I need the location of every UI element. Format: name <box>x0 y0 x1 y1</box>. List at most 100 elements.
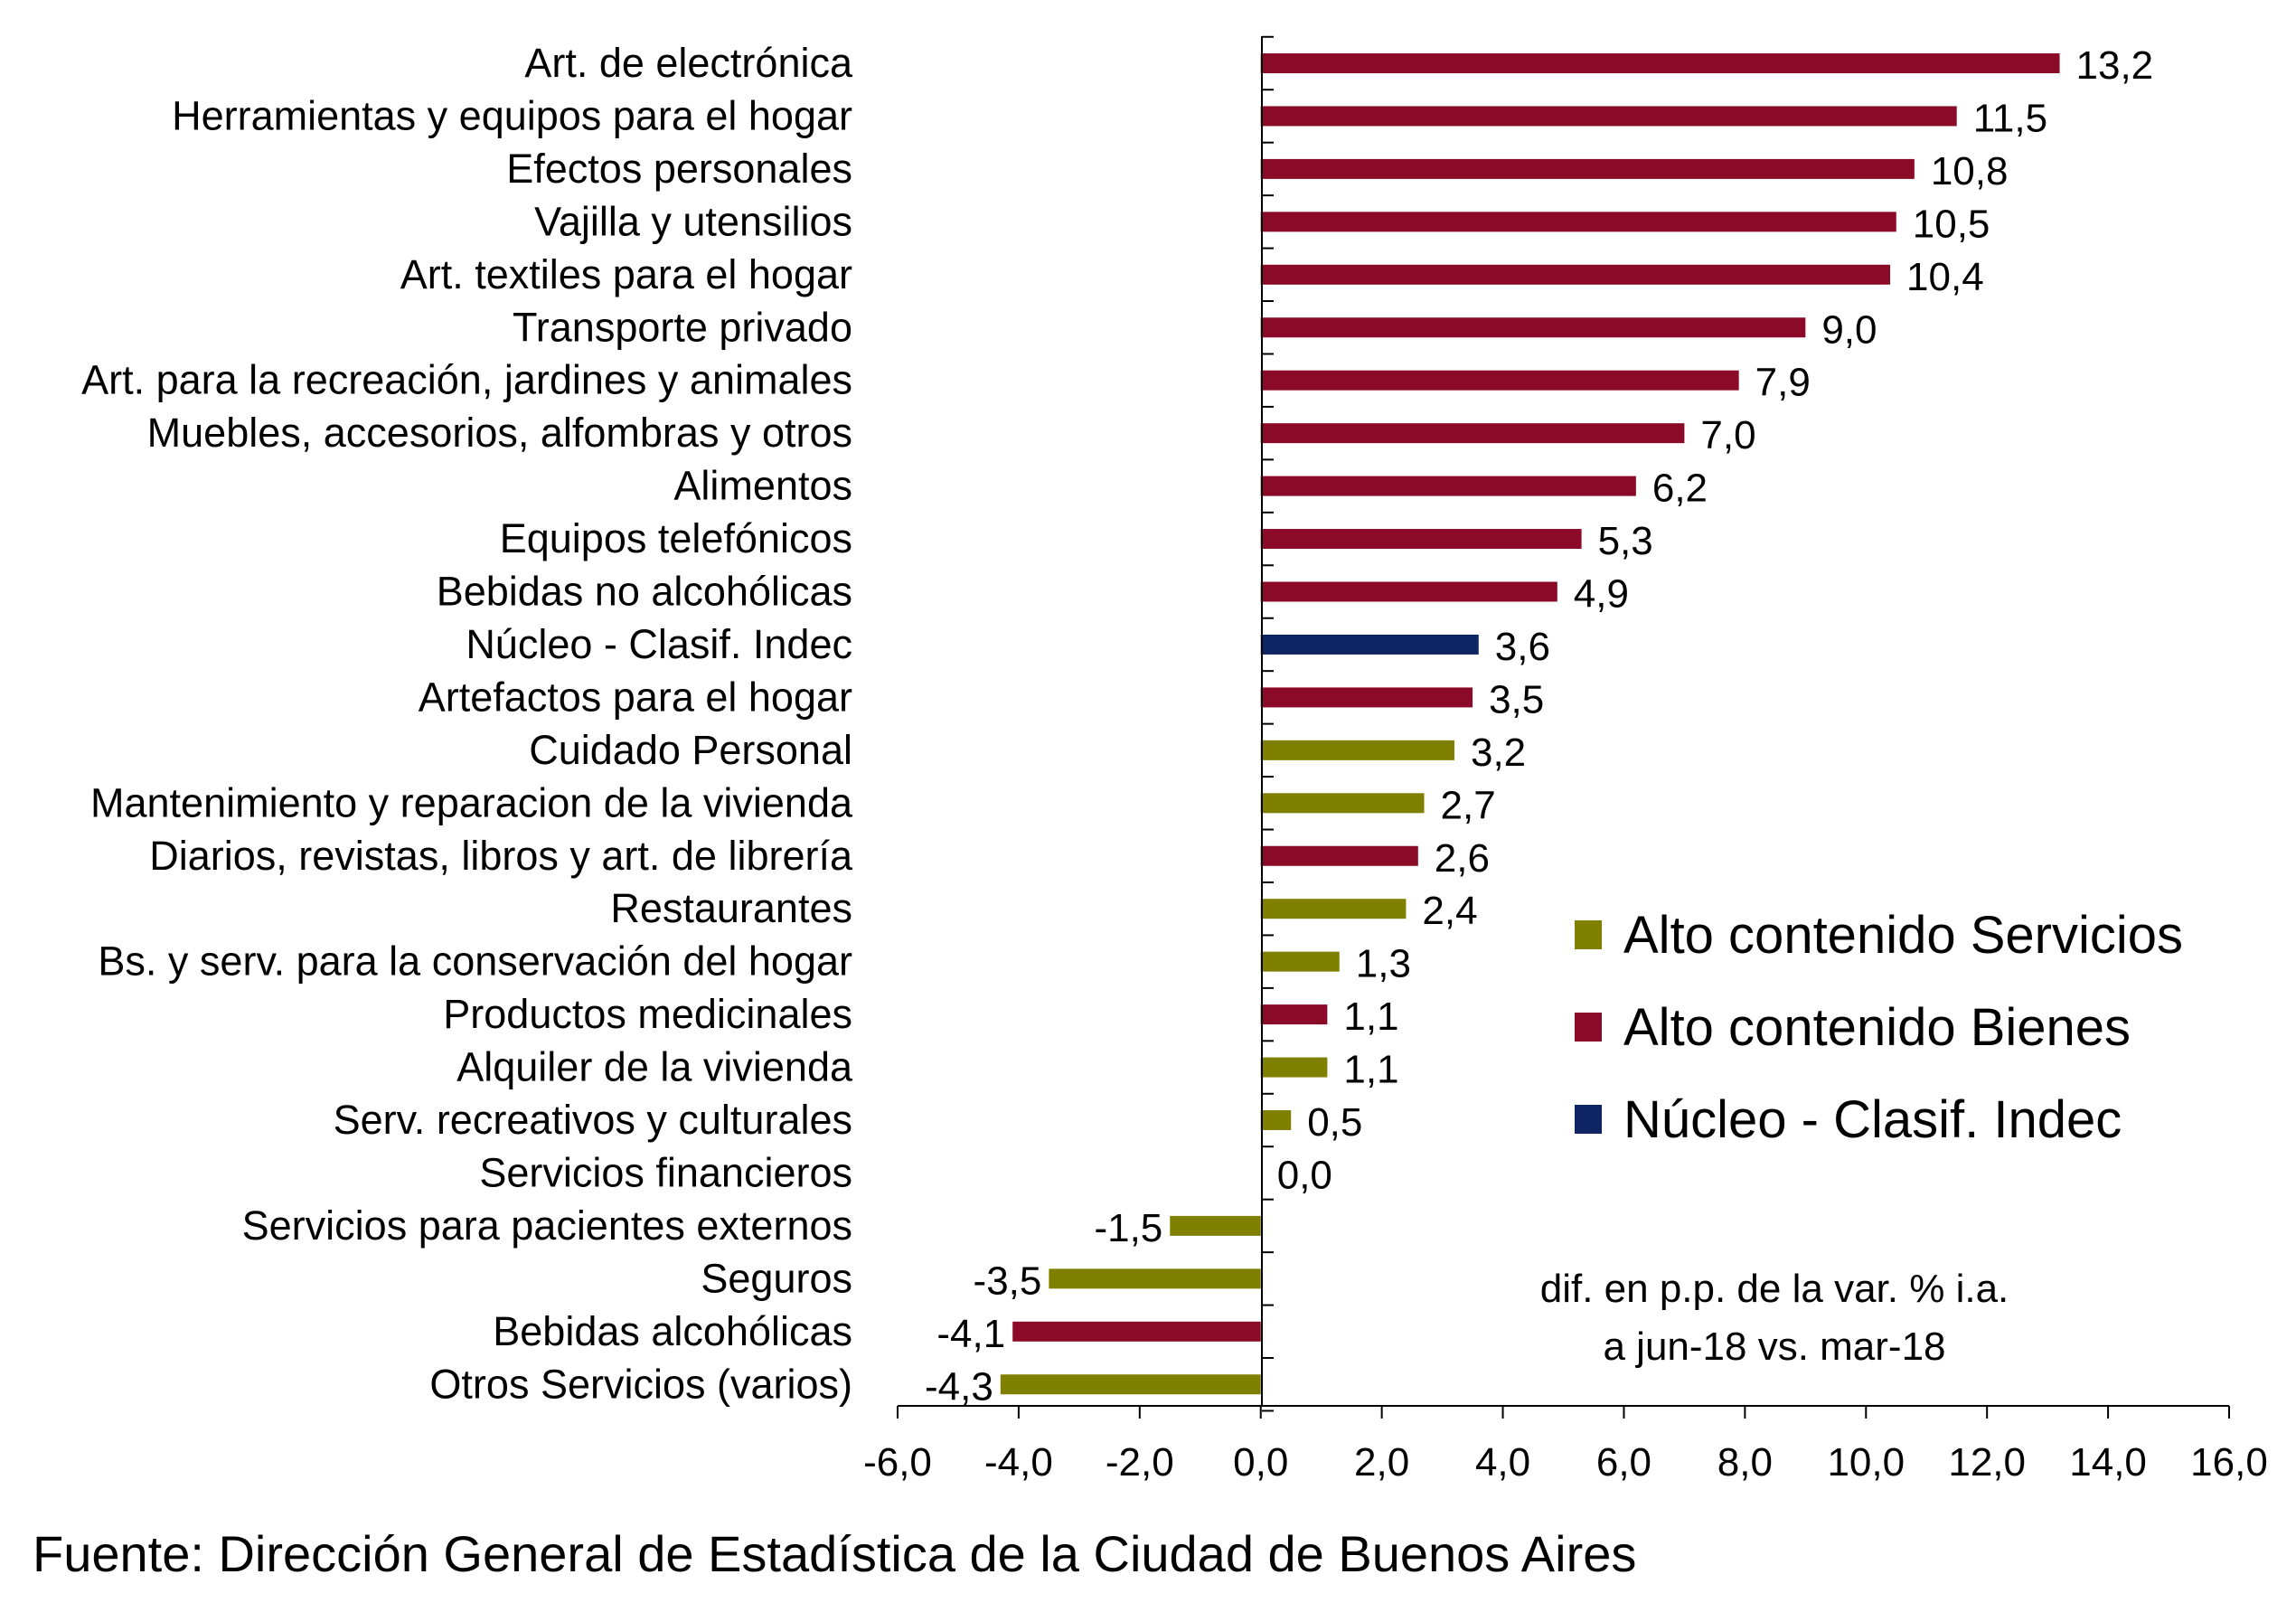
x-tick-label: -2,0 <box>1106 1440 1174 1485</box>
bar <box>1260 951 1340 972</box>
category-label: Diarios, revistas, libros y art. de libr… <box>149 833 853 879</box>
bar <box>1260 53 2060 73</box>
data-label: 9,0 <box>1821 307 1877 352</box>
bar <box>1260 370 1739 391</box>
data-label: 3,6 <box>1495 625 1550 669</box>
category-label: Serv. recreativos y culturales <box>334 1097 852 1143</box>
category-label: Cuidado Personal <box>529 727 852 773</box>
category-label: Bebidas no alcohólicas <box>437 569 852 615</box>
x-tick-label: -6,0 <box>863 1440 932 1485</box>
data-label: 2,6 <box>1435 836 1490 881</box>
category-label: Efectos personales <box>506 146 852 192</box>
data-label: 1,1 <box>1343 995 1398 1039</box>
bar <box>1260 1057 1328 1078</box>
bar <box>1000 1374 1261 1395</box>
category-label: Muebles, accesorios, alfombras y otros <box>147 410 852 456</box>
legend-swatch <box>1575 920 1602 949</box>
bar <box>1260 793 1425 814</box>
data-label: 10,4 <box>1906 255 1984 299</box>
bar <box>1260 212 1896 232</box>
bar <box>1260 899 1407 919</box>
annotation-line-1: dif. en p.p. de la var. % i.a. <box>1540 1267 2009 1311</box>
category-label: Art. para la recreación, jardines y anim… <box>81 357 852 403</box>
data-label: 2,4 <box>1422 889 1477 933</box>
category-label: Bebidas alcohólicas <box>493 1308 852 1354</box>
legend-entry: Alto contenido Servicios <box>1623 906 2183 965</box>
data-label: 4,9 <box>1574 572 1629 617</box>
category-label: Restaurantes <box>610 885 852 931</box>
x-tick-label: 14,0 <box>2069 1440 2147 1485</box>
bar <box>1260 264 1891 285</box>
bar <box>1260 317 1806 338</box>
category-label: Mantenimiento y reparacion de la viviend… <box>90 779 853 825</box>
bar <box>1260 740 1454 760</box>
category-label: Seguros <box>701 1255 852 1301</box>
bar <box>1260 845 1418 866</box>
x-tick-label: 10,0 <box>1827 1440 1905 1485</box>
data-label: 10,5 <box>1913 202 1990 246</box>
category-label: Servicios financieros <box>479 1149 852 1195</box>
category-label: Equipos telefónicos <box>500 515 852 561</box>
category-label: Bs. y serv. para la conservación del hog… <box>98 938 852 985</box>
bar <box>1260 106 1957 127</box>
category-label: Otros Servicios (varios) <box>429 1361 852 1407</box>
bar <box>1260 1004 1328 1025</box>
category-label: Alimentos <box>673 463 852 509</box>
x-tick-label: 16,0 <box>2190 1440 2268 1485</box>
data-label: -1,5 <box>1094 1206 1162 1250</box>
bar <box>1260 158 1915 179</box>
bar <box>1260 529 1582 550</box>
source-note: Fuente: Dirección General de Estadística… <box>33 1525 1636 1582</box>
data-label: 0,5 <box>1307 1100 1362 1145</box>
x-tick-label: 2,0 <box>1354 1440 1409 1485</box>
x-tick-labels: -6,0 -4,0 -2,0 0,0 2,0 4,0 6,0 8,0 10,0 12,0 14,0 1… <box>863 1440 2268 1485</box>
x-tick-label: 12,0 <box>1948 1440 2026 1485</box>
category-label: Vajilla y utensilios <box>534 198 852 244</box>
data-label: -3,5 <box>974 1258 1042 1303</box>
x-tick-label: -4,0 <box>984 1440 1053 1485</box>
legend: Alto contenido Servicios Alto contenido B… <box>1575 906 2183 1149</box>
data-label: -4,3 <box>925 1364 993 1409</box>
category-labels: Art. de electrónica Herramientas y equipo… <box>81 40 853 1407</box>
bar <box>1012 1321 1261 1342</box>
x-tick-label: 4,0 <box>1475 1440 1530 1485</box>
category-label: Productos medicinales <box>443 991 852 1037</box>
bar <box>1260 423 1685 444</box>
category-label: Art. textiles para el hogar <box>400 251 852 297</box>
category-label: Servicios para pacientes externos <box>242 1202 852 1249</box>
data-label: 13,2 <box>2076 43 2154 88</box>
x-tick-label: 0,0 <box>1233 1440 1288 1485</box>
annotation-line-2: a jun-18 vs. mar-18 <box>1603 1324 1945 1369</box>
category-label: Transporte privado <box>513 304 852 350</box>
data-label: 1,1 <box>1343 1048 1398 1092</box>
data-label: 0,0 <box>1277 1153 1332 1197</box>
bar <box>1170 1215 1261 1236</box>
data-label: 1,3 <box>1356 942 1411 986</box>
bars <box>1000 53 2060 1395</box>
data-label: 3,2 <box>1471 731 1526 775</box>
x-tick-label: 8,0 <box>1717 1440 1773 1485</box>
bar <box>1260 476 1636 496</box>
bar <box>1260 581 1557 602</box>
legend-entry: Alto contenido Bienes <box>1623 998 2131 1057</box>
data-label: 6,2 <box>1652 467 1708 511</box>
bar <box>1260 634 1479 655</box>
category-label: Art. de electrónica <box>524 40 853 86</box>
bar <box>1260 1110 1292 1130</box>
category-label: Artefactos para el hogar <box>419 674 852 720</box>
data-label: 7,0 <box>1700 413 1755 457</box>
bar <box>1049 1268 1261 1289</box>
data-label: 10,8 <box>1931 149 2009 193</box>
category-label: Alquiler de la vivienda <box>456 1044 853 1090</box>
data-label: 5,3 <box>1598 519 1653 563</box>
bar <box>1260 687 1473 708</box>
legend-entry: Núcleo - Clasif. Indec <box>1623 1090 2122 1149</box>
category-label: Herramientas y equipos para el hogar <box>172 92 852 138</box>
data-label: 3,5 <box>1489 677 1544 721</box>
category-label: Núcleo - Clasif. Indec <box>466 621 852 667</box>
data-label: -4,1 <box>936 1312 1005 1356</box>
legend-swatch <box>1575 1013 1602 1042</box>
value-labels: 13,2 11,5 10,8 10,5 10,4 9,07,97,0 6,2 5,3 4,9 3,… <box>925 43 2153 1409</box>
x-tick-label: 6,0 <box>1596 1440 1651 1485</box>
